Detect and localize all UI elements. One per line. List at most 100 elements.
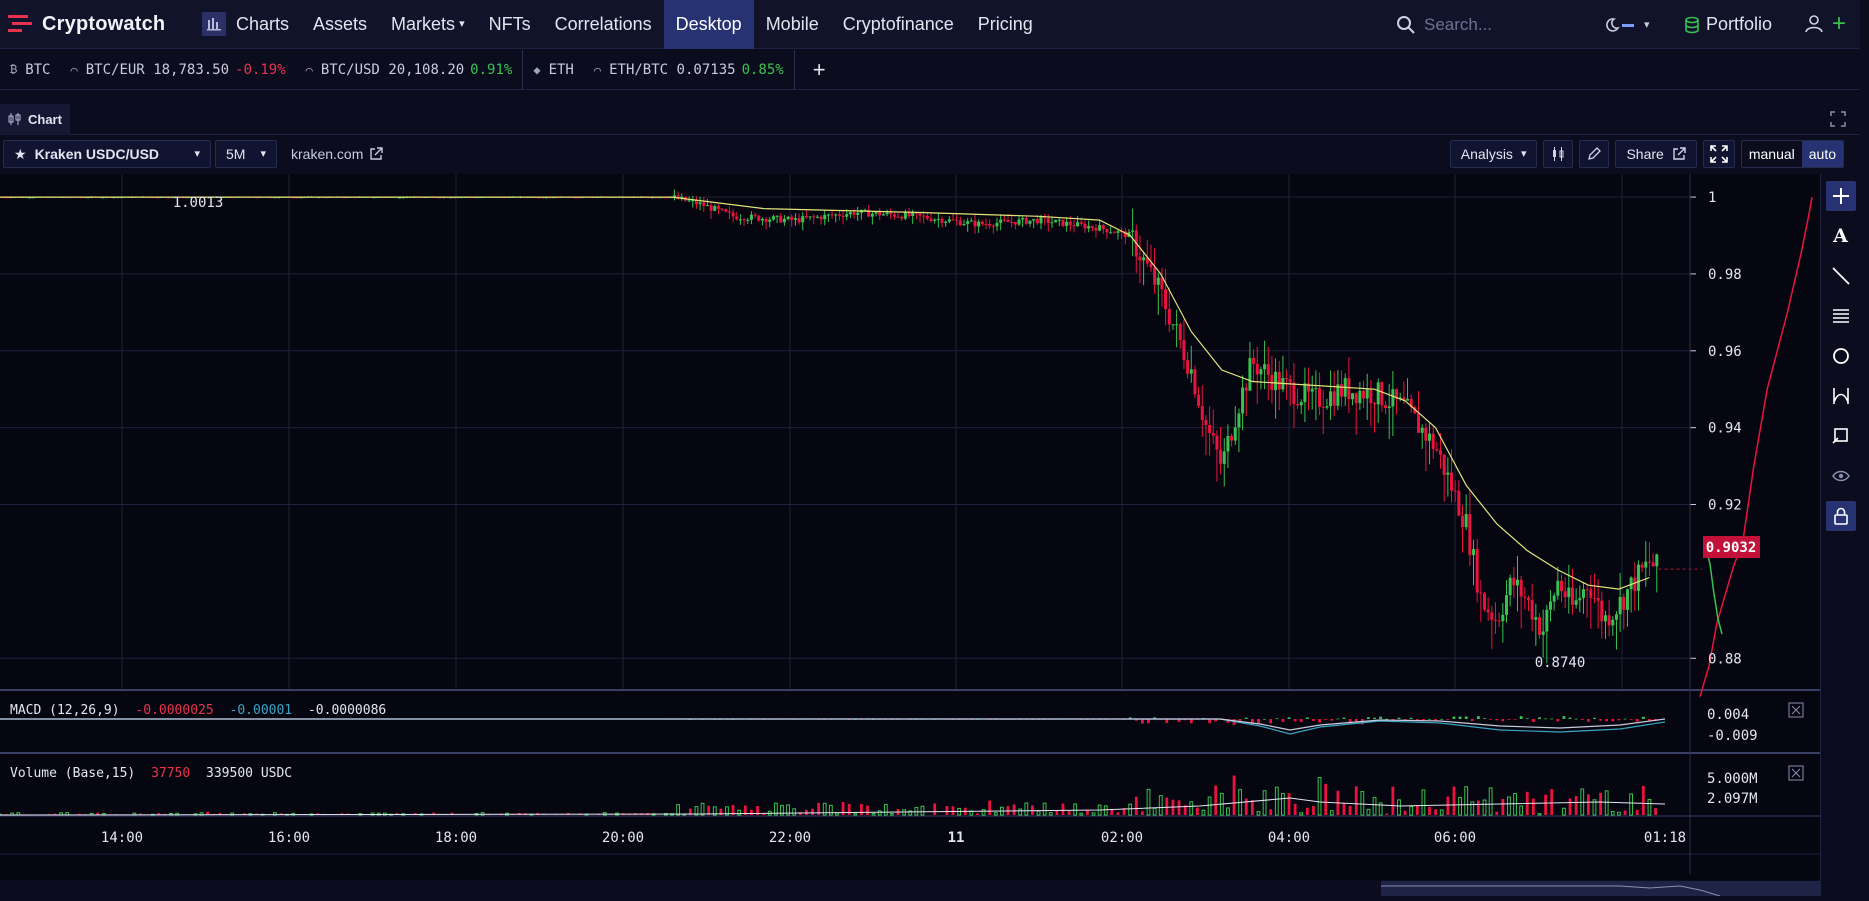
- candle-body: [1299, 402, 1303, 406]
- circle-tool[interactable]: [1826, 341, 1856, 371]
- ticker-eth-btc[interactable]: ⌒ ETH/BTC 0.07135 0.85%: [584, 50, 794, 90]
- volume-bar: [1574, 796, 1578, 815]
- visibility-tool[interactable]: [1826, 461, 1856, 491]
- candle-body: [1563, 591, 1567, 598]
- portfolio-link[interactable]: Portfolio: [1684, 0, 1772, 49]
- volume-bar: [1103, 805, 1108, 816]
- volume-bar: [96, 812, 100, 815]
- candle-body: [808, 216, 812, 218]
- drawing-tools: A: [1820, 174, 1860, 896]
- candle-body: [1076, 222, 1080, 227]
- nav-nfts[interactable]: NFTs: [477, 0, 543, 49]
- candle-body: [720, 208, 724, 210]
- analysis-dropdown[interactable]: Analysis ▾: [1449, 140, 1538, 168]
- navigator-window[interactable]: [1381, 881, 1820, 896]
- expand-icon[interactable]: [1830, 111, 1846, 127]
- candle-body: [1083, 223, 1087, 229]
- nav-cryptofinance[interactable]: Cryptofinance: [831, 0, 966, 49]
- market-selector[interactable]: ★ Kraken USDC/USD ▾: [3, 140, 211, 168]
- candle-body: [1442, 454, 1446, 475]
- add-icon[interactable]: +: [1832, 10, 1847, 37]
- nav-pricing-label: Pricing: [977, 13, 1033, 34]
- macd-histogram-bar: [1483, 718, 1486, 719]
- share-button[interactable]: Share: [1615, 140, 1697, 168]
- volume-bar: [1421, 789, 1426, 816]
- price-axis[interactable]: 1 0.98 0.96 0.94 0.92 0.88: [1689, 174, 1742, 874]
- price-tick-label: 0.98: [1708, 267, 1742, 283]
- macd-histogram-bar: [1635, 719, 1639, 722]
- chart-type-button[interactable]: [1543, 140, 1574, 168]
- candle-body: [5, 197, 9, 199]
- nav-pricing[interactable]: Pricing: [966, 0, 1045, 49]
- nav-correlations[interactable]: Correlations: [543, 0, 664, 49]
- candle-body: [1010, 221, 1014, 223]
- fullscreen-button[interactable]: [1702, 140, 1735, 168]
- nav-mobile[interactable]: Mobile: [754, 0, 831, 49]
- measure-tool[interactable]: [1826, 421, 1856, 451]
- candle-body: [1472, 549, 1476, 556]
- search-input[interactable]: [1424, 14, 1564, 35]
- chevron-down-icon: ▾: [260, 147, 266, 160]
- volume-bar: [737, 809, 742, 816]
- scale-mode-manual[interactable]: manual: [1741, 141, 1802, 167]
- chart-area[interactable]: 1 0.98 0.96 0.94 0.92 0.88 14:00 16:00 18:00 20:…: [0, 174, 1820, 897]
- volume-bar: [1495, 811, 1499, 815]
- macd-signal-line: [0, 718, 1666, 735]
- macd-histogram-bar: [1507, 719, 1511, 720]
- crosshair-tool[interactable]: [1825, 181, 1856, 211]
- ticker-eth[interactable]: ◆ ETH: [523, 50, 584, 90]
- last-price-label: 0.9032: [1706, 540, 1757, 556]
- candle-body: [1369, 388, 1373, 404]
- candle-body: [1373, 403, 1377, 405]
- price-chart[interactable]: 1 0.98 0.96 0.94 0.92 0.88 14:00 16:00 18:00 20:…: [0, 174, 1820, 897]
- user-icon[interactable]: [1805, 15, 1823, 33]
- chevron-down-icon: ▾: [194, 147, 200, 160]
- brand[interactable]: Cryptowatch: [0, 0, 190, 49]
- close-macd-icon[interactable]: [1788, 702, 1804, 718]
- time-axis[interactable]: 14:00 16:00 18:00 20:00 22:00 11 02:00 04:00 06:…: [101, 830, 1686, 846]
- nav-charts[interactable]: Charts: [190, 0, 301, 49]
- macd-histogram-bar: [1556, 719, 1560, 722]
- candle-body: [401, 197, 405, 199]
- candle-body: [944, 221, 948, 223]
- line-tool[interactable]: [1826, 261, 1856, 291]
- candle-body: [295, 197, 299, 199]
- lock-tool[interactable]: [1825, 501, 1856, 531]
- ticker-price: 18,783.50: [153, 61, 230, 78]
- ticker-btc[interactable]: ₿ BTC: [0, 50, 61, 90]
- range-tool[interactable]: [1826, 381, 1856, 411]
- candle-body: [537, 197, 541, 199]
- exchange-link[interactable]: kraken.com: [291, 146, 384, 162]
- page-scrollbar[interactable]: [1860, 0, 1869, 896]
- draw-button[interactable]: [1579, 140, 1610, 168]
- nav-assets[interactable]: Assets: [301, 0, 379, 49]
- candle-body: [1054, 219, 1058, 223]
- candle-body: [1189, 369, 1193, 374]
- candle-body: [1167, 309, 1171, 325]
- interval-selector[interactable]: 5M ▾: [215, 140, 277, 168]
- ticker-btc-eur[interactable]: ⌒ BTC/EUR 18,783.50 -0.19%: [61, 50, 296, 90]
- candle-body: [1486, 609, 1490, 613]
- volume-bar: [756, 806, 759, 815]
- scale-mode-auto[interactable]: auto: [1801, 141, 1843, 167]
- nav-desktop[interactable]: Desktop: [663, 0, 754, 49]
- volume-bar: [805, 809, 808, 815]
- candle-body: [1321, 406, 1325, 408]
- volume-bar: [1177, 800, 1181, 815]
- volume-bar: [1568, 798, 1572, 815]
- add-ticker-button[interactable]: +: [812, 56, 826, 82]
- horizontal-lines-tool[interactable]: [1826, 301, 1856, 331]
- candle-body: [1332, 391, 1336, 406]
- text-tool[interactable]: A: [1826, 221, 1856, 251]
- close-volume-icon[interactable]: [1788, 765, 1804, 781]
- volume-bar: [1073, 803, 1078, 816]
- macd-histogram-bar: [1495, 719, 1499, 721]
- chart-tab[interactable]: Chart: [0, 103, 70, 135]
- ticker-btc-usd[interactable]: ⌒ BTC/USD 20,108.20 0.91%: [296, 50, 523, 90]
- theme-toggle[interactable]: ▾: [1604, 14, 1650, 36]
- candle-body: [1164, 289, 1168, 310]
- candle-body: [1534, 617, 1538, 620]
- volume-bar: [1354, 786, 1358, 815]
- brand-name: Cryptowatch: [42, 12, 166, 35]
- nav-markets[interactable]: Markets ▾: [379, 0, 477, 49]
